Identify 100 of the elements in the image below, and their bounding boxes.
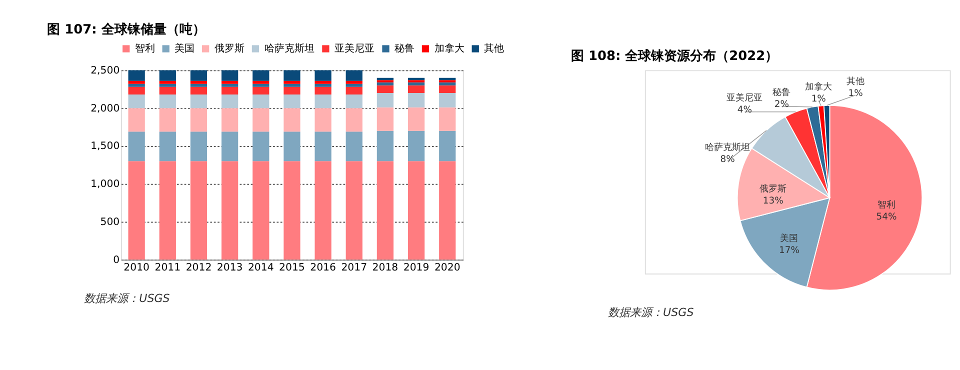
bar xyxy=(346,108,362,132)
bar xyxy=(190,80,208,84)
bar xyxy=(439,85,456,93)
data-label: 54% xyxy=(876,212,898,223)
x-tick-label: 2016 xyxy=(310,262,336,274)
bar xyxy=(314,108,332,132)
x-tick-label: 2019 xyxy=(403,262,430,274)
bar xyxy=(346,80,362,84)
bar xyxy=(128,94,145,108)
x-tick-label: 2017 xyxy=(341,262,368,274)
bar xyxy=(190,94,208,108)
bar xyxy=(222,132,238,162)
bar xyxy=(252,108,270,132)
y-tick-label: 0 xyxy=(113,254,120,266)
bar xyxy=(346,161,362,260)
bar xyxy=(252,70,270,81)
bar xyxy=(222,70,238,81)
slice-label: 俄罗斯 xyxy=(760,184,787,195)
bar xyxy=(408,107,425,131)
bar xyxy=(346,84,362,87)
legend-label: 俄罗斯 xyxy=(214,42,244,55)
bar xyxy=(314,80,332,84)
bar xyxy=(222,94,238,108)
bar xyxy=(222,86,238,94)
data-label: 2% xyxy=(774,99,790,110)
slice-label: 哈萨克斯坦 xyxy=(705,142,750,154)
bar xyxy=(159,84,176,87)
source-note: 数据来源：USGS xyxy=(84,292,170,306)
bar xyxy=(284,80,300,84)
x-tick-label: 2011 xyxy=(154,262,181,274)
bar xyxy=(128,161,145,260)
bar xyxy=(376,85,394,93)
bar xyxy=(439,130,456,162)
bar xyxy=(190,86,208,94)
bar xyxy=(314,94,332,108)
y-tick-label: 2,500 xyxy=(90,65,120,76)
bar xyxy=(408,82,425,86)
slice-label: 加拿大 xyxy=(805,82,832,93)
bar xyxy=(159,132,176,162)
bar xyxy=(252,80,270,84)
bar xyxy=(159,94,176,108)
chart-title: 图 108: 全球铼资源分布（2022） xyxy=(571,48,778,64)
x-tick-label: 2010 xyxy=(124,262,150,274)
bar xyxy=(314,86,332,94)
bar xyxy=(222,108,238,132)
slice-label: 智利 xyxy=(878,200,896,211)
bar xyxy=(190,84,208,87)
legend-label: 亚美尼亚 xyxy=(334,42,374,55)
bar xyxy=(408,92,425,108)
bar xyxy=(314,161,332,260)
y-tick-label: 500 xyxy=(100,217,120,228)
bar xyxy=(314,132,332,162)
data-label: 17% xyxy=(778,245,800,256)
bar xyxy=(346,86,362,94)
data-label: 8% xyxy=(720,154,736,166)
bar xyxy=(222,161,238,260)
chart-title: 图 107: 全球铼储量（吨） xyxy=(47,21,206,38)
legend-label: 智利 xyxy=(134,42,155,55)
slice-label: 秘鲁 xyxy=(772,87,791,98)
bar xyxy=(222,80,238,84)
bar xyxy=(190,108,208,132)
bar xyxy=(252,86,270,94)
bar xyxy=(284,161,300,260)
bar xyxy=(346,70,362,81)
source-note: 数据来源：USGS xyxy=(608,306,694,320)
bar xyxy=(128,132,145,162)
legend-label: 秘鲁 xyxy=(394,42,415,55)
bar xyxy=(128,108,145,132)
bar xyxy=(128,84,145,87)
bar xyxy=(284,70,300,81)
legend-label: 加拿大 xyxy=(434,42,464,55)
bar xyxy=(252,161,270,260)
x-tick-label: 2020 xyxy=(434,262,460,274)
legend-label: 其他 xyxy=(484,42,504,55)
y-tick-label: 1,000 xyxy=(90,179,120,190)
legend-label: 美国 xyxy=(174,42,195,55)
bar xyxy=(222,84,238,87)
bar xyxy=(284,94,300,108)
bar xyxy=(314,84,332,87)
bar xyxy=(376,130,394,162)
slice-label: 其他 xyxy=(846,76,865,88)
bar xyxy=(439,82,456,86)
x-tick-label: 2018 xyxy=(372,262,398,274)
bar xyxy=(284,132,300,162)
bar xyxy=(439,107,456,131)
bar xyxy=(159,80,176,84)
bar xyxy=(128,80,145,84)
x-tick-label: 2014 xyxy=(248,262,274,274)
data-label: 13% xyxy=(762,196,784,207)
bar xyxy=(439,92,456,108)
bar xyxy=(408,130,425,162)
legend-label: 哈萨克斯坦 xyxy=(264,42,314,55)
bar xyxy=(408,161,425,260)
bar xyxy=(128,86,145,94)
bar xyxy=(159,70,176,81)
bar xyxy=(439,161,456,260)
bar xyxy=(159,86,176,94)
data-label: 4% xyxy=(737,104,752,116)
bar xyxy=(159,161,176,260)
bar xyxy=(252,94,270,108)
